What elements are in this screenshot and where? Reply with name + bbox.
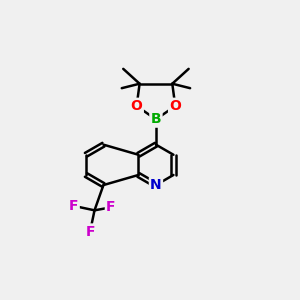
Text: O: O — [169, 99, 181, 113]
Text: F: F — [69, 199, 79, 213]
Text: O: O — [131, 99, 142, 113]
Text: N: N — [150, 178, 162, 192]
Text: B: B — [151, 112, 161, 126]
Text: F: F — [106, 200, 116, 214]
Text: F: F — [85, 225, 95, 239]
